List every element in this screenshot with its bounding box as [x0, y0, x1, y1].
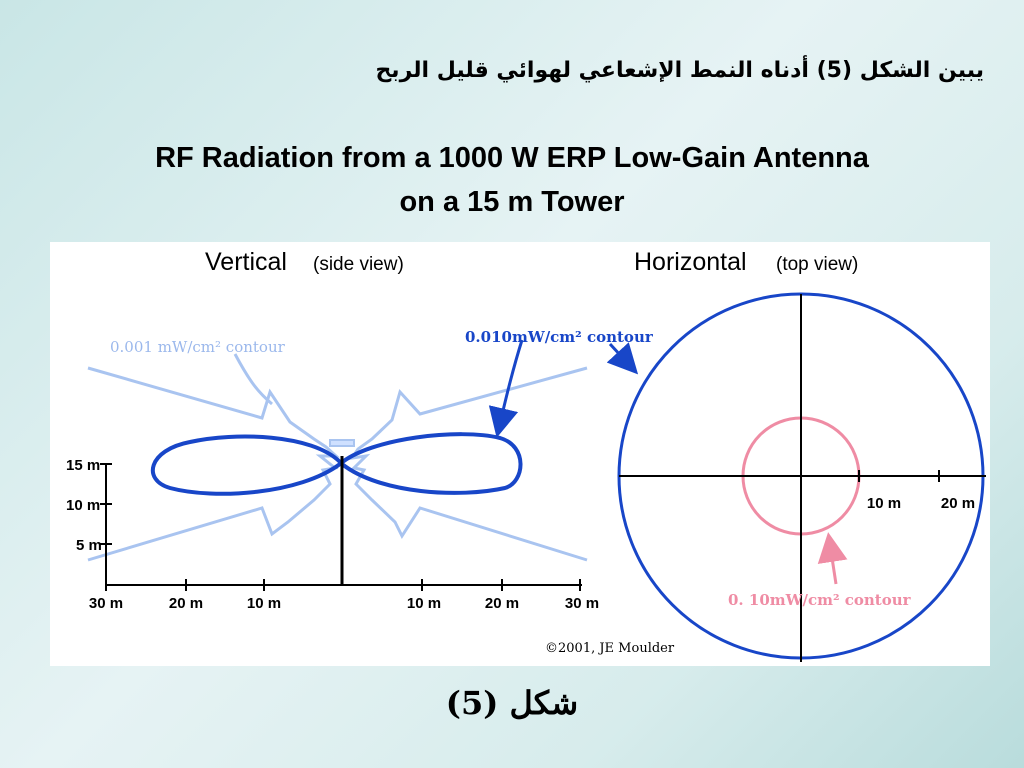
horizontal-subtitle: (top view) — [776, 254, 858, 275]
vertical-title: Vertical — [205, 248, 287, 276]
outer-contour-arrow — [233, 353, 273, 406]
distance-tick-right-20: 20 m — [485, 595, 519, 612]
slide-title-line-2: on a 15 m Tower — [399, 186, 625, 218]
inner-contour-arrow — [817, 532, 848, 585]
top-view-middle-arrow — [606, 342, 639, 375]
height-tick-5: 5 m — [76, 537, 102, 554]
copyright-note: ©2001, JE Moulder — [545, 641, 675, 656]
horizontal-tick-20: 20 m — [941, 495, 975, 512]
distance-tick-right-10: 10 m — [407, 595, 441, 612]
height-tick-10: 10 m — [66, 497, 100, 514]
horizontal-title: Horizontal — [634, 248, 747, 276]
radiation-figure: Vertical (side view) Horizontal (top vie… — [50, 242, 990, 666]
distance-tick-left-10: 10 m — [247, 595, 281, 612]
distance-tick-left-20: 20 m — [169, 595, 203, 612]
slide-title-line-1: RF Radiation from a 1000 W ERP Low-Gain … — [155, 142, 869, 174]
horizontal-tick-10: 10 m — [867, 495, 901, 512]
outer-contour-label: 0.001 mW/cm² contour — [110, 338, 286, 356]
distance-tick-left-30: 30 m — [89, 595, 123, 612]
distance-tick-right-30: 30 m — [565, 595, 599, 612]
antenna-top — [329, 439, 355, 447]
radiation-diagram: Vertical (side view) Horizontal (top vie… — [66, 248, 986, 662]
height-tick-15: 15 m — [66, 457, 100, 474]
inner-contour-label: 0. 10mW/cm² contour — [728, 591, 912, 609]
outer-contour-shape — [87, 366, 588, 562]
middle-contour-shape — [151, 432, 523, 496]
vertical-subtitle: (side view) — [313, 254, 404, 275]
middle-contour-arrow — [488, 339, 524, 438]
figure-caption: شكل (5) — [445, 684, 579, 722]
middle-contour-label: 0.010mW/cm² contour — [465, 328, 654, 346]
arabic-heading: يبين الشكل (5) أدناه النمط الإشعاعي لهوا… — [375, 58, 984, 83]
